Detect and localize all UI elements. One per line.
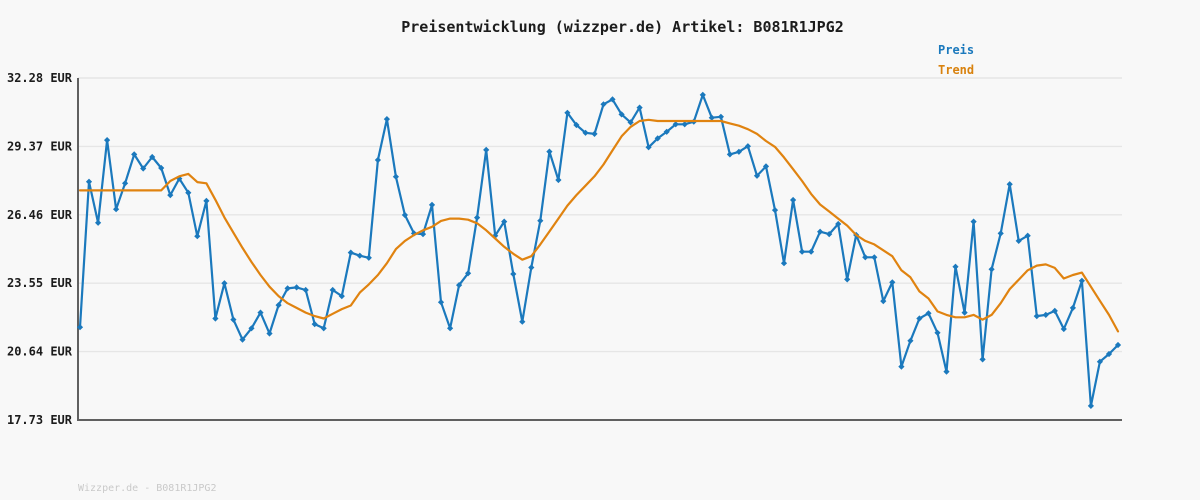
y-axis-tick-label: 32.28 EUR — [7, 71, 73, 85]
y-axis-tick-label: 23.55 EUR — [7, 276, 73, 290]
footer-watermark: Wizzper.de - B081R1JPG2 — [78, 483, 217, 494]
legend-item-preis: Preis — [938, 43, 975, 57]
series-line-trend — [78, 118, 1120, 333]
legend: Preis Trend — [938, 40, 974, 80]
y-axis-tick-label: 26.46 EUR — [7, 208, 73, 222]
y-axis-tick-label: 17.73 EUR — [7, 413, 73, 427]
chart-title: Preisentwicklung (wizzper.de) Artikel: B… — [401, 18, 844, 36]
series-line-preis — [78, 93, 1120, 407]
y-axis-tick-label: 29.37 EUR — [7, 139, 73, 153]
y-axis-tick-label: 20.64 EUR — [7, 345, 73, 359]
legend-item-trend: Trend — [938, 63, 975, 77]
series-markers-preis — [76, 91, 1122, 410]
